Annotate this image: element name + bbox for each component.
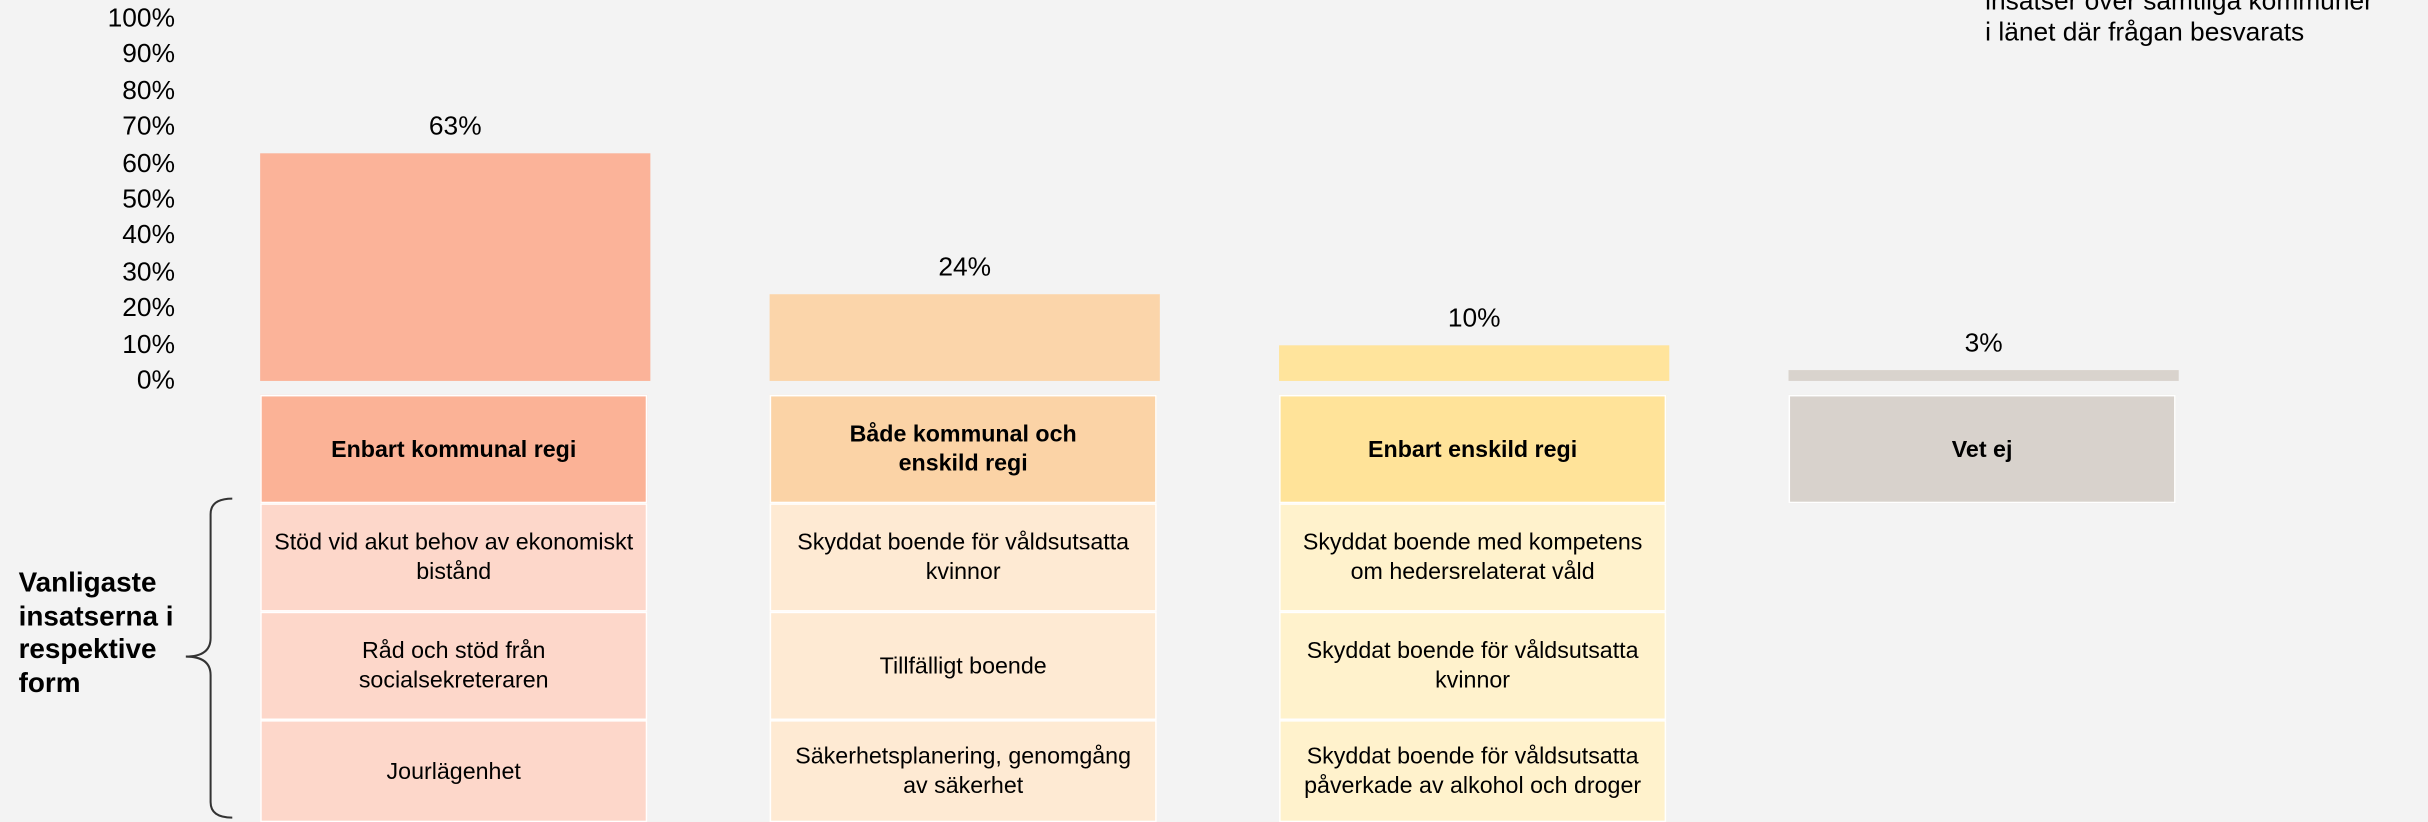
table-cell: Säkerhetsplanering, genomgång av säkerhe… [769,720,1157,822]
y-tick-label: 40% [122,220,175,250]
annotation: insatser över samtliga kommuner [1985,0,2373,16]
table-cell: Jourlägenhet [260,720,648,822]
annotation: i länet där frågan besvarats [1985,17,2305,47]
bar [1788,370,2179,381]
category-header: Vet ej [1788,394,2176,504]
table-cell: Råd och stöd från socialsekreteraren [260,611,648,721]
category-header: Både kommunal och enskild regi [769,394,1157,504]
y-tick-label: 10% [122,329,175,359]
y-tick-label: 80% [122,75,175,105]
value-label: 24% [938,252,992,282]
bar [1279,344,1670,381]
table-cell: Skyddat boende för våldsutsatta påverkad… [1279,720,1667,822]
bar [260,152,651,381]
category-header: Enbart kommunal regi [260,394,648,504]
y-tick-label: 0% [136,365,175,395]
y-tick-label: 20% [122,292,175,323]
table-cell: Skyddat boende för våldsutsatta kvinnor [1279,611,1667,721]
y-tick-label: 90% [122,39,175,69]
category-header: Enbart enskild regi [1279,394,1667,504]
table-cell: Skyddat boende med kompetens om hedersre… [1279,503,1667,612]
y-tick-label: 100% [107,3,175,33]
y-tick-label: 60% [122,148,175,178]
table-cell: Tillfälligt boende [769,611,1157,721]
value-label: 10% [1447,302,1501,333]
y-tick-label: 50% [122,184,175,214]
table-cell: Skyddat boende för våldsutsatta kvinnor [769,503,1157,612]
y-tick-label: 30% [122,256,175,287]
table-cell: Stöd vid akut behov av ekonomiskt bistån… [260,503,648,612]
value-label: 3% [1964,328,2003,358]
bar [769,293,1160,381]
row-label: Vanligaste insatserna i respektive form [18,566,174,698]
y-tick-label: 70% [122,111,175,142]
value-label: 63% [428,110,482,141]
